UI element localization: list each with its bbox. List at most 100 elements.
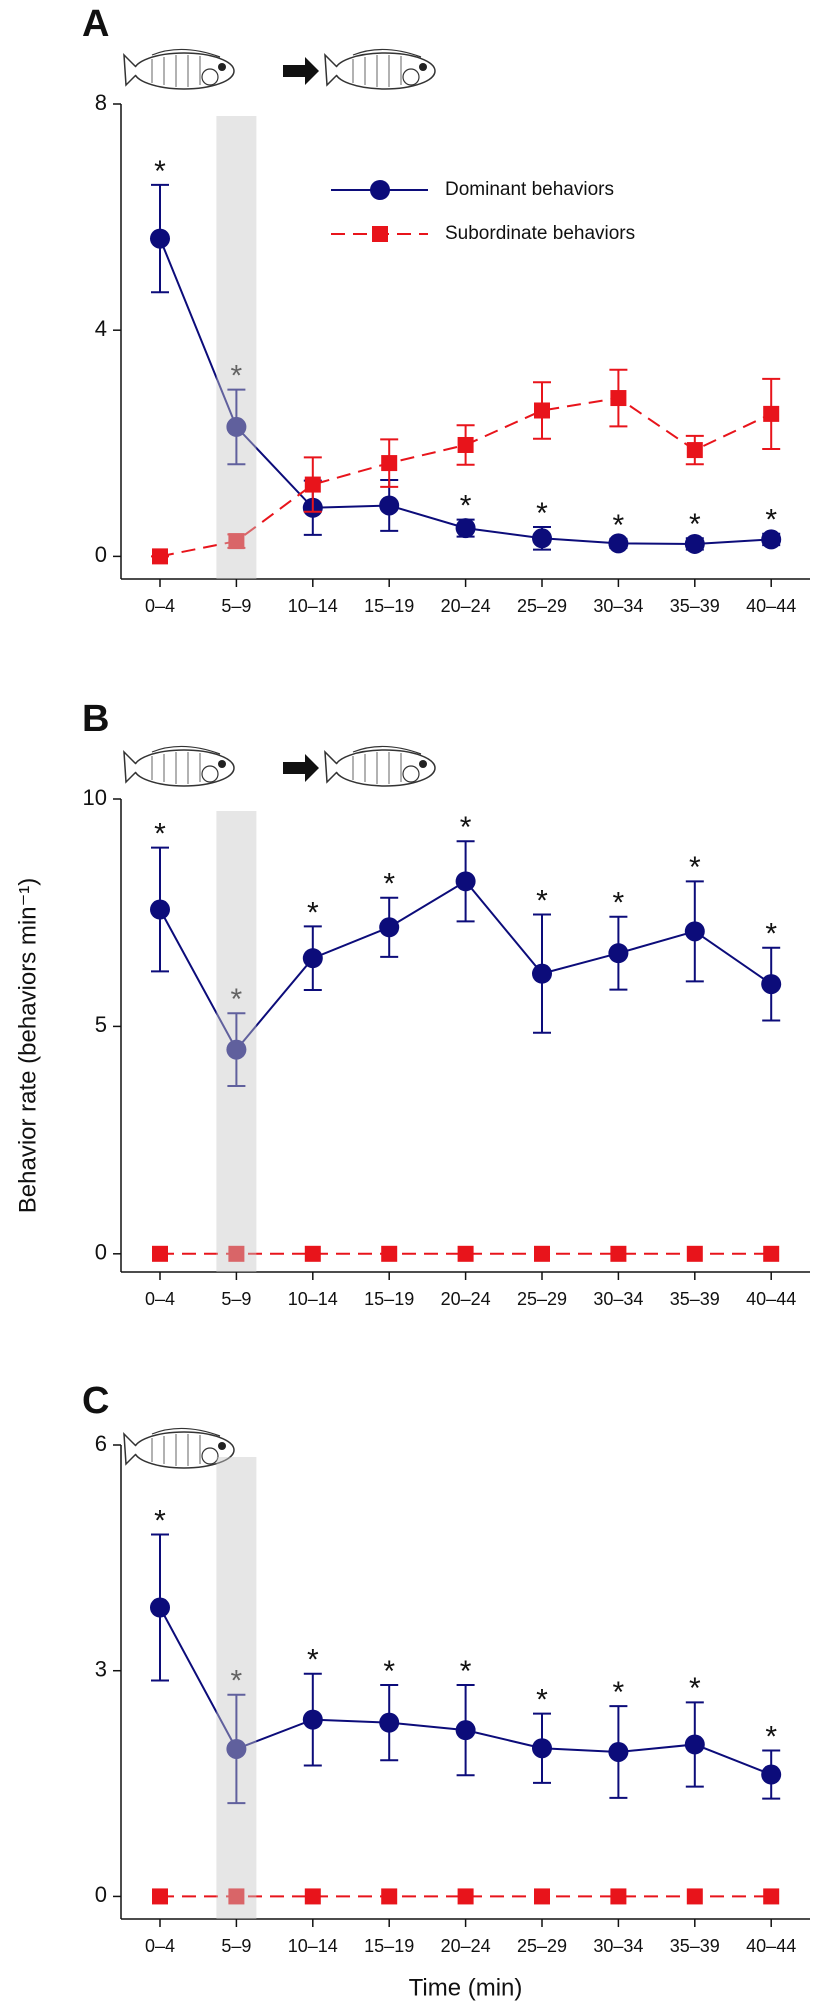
- significance: *: [307, 896, 319, 929]
- marker: [761, 974, 782, 995]
- marker: [379, 917, 400, 938]
- marker: [684, 533, 705, 554]
- marker: [302, 1709, 323, 1730]
- marker: [763, 405, 780, 422]
- shaded-interval: [216, 1457, 257, 1919]
- marker: [763, 1245, 780, 1262]
- marker: [532, 1738, 552, 1759]
- marker: [457, 1245, 474, 1262]
- marker: [610, 390, 627, 407]
- marker: [534, 1888, 550, 1905]
- x-tick-label: 35–39: [670, 1289, 720, 1309]
- significance: *: [154, 818, 166, 851]
- significance: *: [613, 509, 625, 542]
- x-tick-label: 10–14: [288, 1289, 338, 1309]
- shaded-interval: [216, 811, 257, 1272]
- marker: [381, 1245, 398, 1262]
- marker: [150, 899, 170, 920]
- marker: [684, 921, 705, 942]
- y-tick-label: 3: [95, 1657, 107, 1682]
- y-axis-label: Behavior rate (behaviors min⁻¹): [14, 878, 41, 1213]
- x-tick-label: 0–4: [145, 1289, 175, 1309]
- marker: [150, 1597, 170, 1618]
- significance: *: [460, 1655, 472, 1688]
- significance: *: [383, 868, 395, 901]
- x-tick-label: 5–9: [221, 1289, 251, 1309]
- y-tick-label: 0: [95, 1240, 107, 1265]
- significance: *: [689, 851, 701, 884]
- y-tick-label: 5: [95, 1012, 107, 1037]
- significance: *: [689, 1672, 701, 1705]
- marker: [228, 1245, 245, 1262]
- x-tick-label: 35–39: [670, 596, 720, 616]
- marker: [381, 455, 398, 472]
- x-tick-label: 20–24: [441, 1936, 491, 1956]
- significance: *: [613, 1676, 625, 1709]
- significance: *: [231, 1665, 243, 1698]
- marker: [302, 948, 323, 969]
- fish-icons-b: [123, 745, 436, 787]
- significance: *: [765, 1720, 777, 1753]
- x-tick-label: 35–39: [670, 1936, 720, 1956]
- y-tick-label: 6: [95, 1431, 107, 1456]
- marker: [228, 1888, 245, 1905]
- x-tick-label: 30–34: [593, 1289, 643, 1309]
- panel-label: B: [82, 698, 109, 740]
- marker: [532, 963, 552, 984]
- significance: *: [536, 1684, 548, 1717]
- marker: [455, 871, 476, 892]
- marker: [304, 476, 321, 493]
- marker: [226, 416, 247, 437]
- marker: [379, 1712, 400, 1733]
- marker: [608, 1741, 629, 1762]
- marker: [686, 1888, 703, 1905]
- marker: [379, 495, 400, 516]
- significance: *: [154, 155, 166, 188]
- marker: [610, 1245, 627, 1262]
- legend-marker: [372, 226, 388, 242]
- significance: *: [765, 918, 777, 951]
- marker: [534, 1245, 550, 1262]
- x-tick-label: 15–19: [364, 596, 414, 616]
- x-tick-label: 0–4: [145, 1936, 175, 1956]
- marker: [610, 1888, 627, 1905]
- marker: [152, 548, 168, 565]
- x-tick-label: 5–9: [221, 596, 251, 616]
- marker: [152, 1888, 168, 1905]
- legend-label: Dominant behaviors: [445, 179, 614, 200]
- marker: [381, 1888, 398, 1905]
- significance: *: [231, 359, 243, 392]
- marker: [532, 528, 552, 549]
- marker: [761, 529, 782, 550]
- x-tick-label: 40–44: [746, 1289, 796, 1309]
- significance: *: [307, 1644, 319, 1677]
- y-tick-label: 0: [95, 1882, 107, 1907]
- significance: *: [154, 1504, 166, 1537]
- x-tick-label: 10–14: [288, 596, 338, 616]
- x-tick-label: 20–24: [441, 596, 491, 616]
- x-tick-label: 20–24: [441, 1289, 491, 1309]
- x-tick-label: 25–29: [517, 1936, 567, 1956]
- x-axis-label: Time (min): [409, 1974, 523, 2001]
- significance: *: [689, 508, 701, 541]
- significance: *: [231, 983, 243, 1016]
- y-tick-label: 8: [95, 90, 107, 115]
- marker: [608, 943, 629, 964]
- y-tick-label: 4: [95, 316, 107, 341]
- marker: [304, 1245, 321, 1262]
- marker: [457, 436, 474, 453]
- significance: *: [536, 884, 548, 917]
- panel-label: A: [82, 3, 109, 45]
- marker: [457, 1888, 474, 1905]
- y-tick-label: 10: [83, 785, 107, 810]
- marker: [534, 402, 550, 419]
- significance: *: [383, 1655, 395, 1688]
- panel-label: C: [82, 1380, 109, 1422]
- x-tick-label: 25–29: [517, 596, 567, 616]
- fish-icons-a: [123, 48, 436, 90]
- x-tick-label: 5–9: [221, 1936, 251, 1956]
- marker: [152, 1245, 168, 1262]
- x-tick-label: 15–19: [364, 1289, 414, 1309]
- x-tick-label: 15–19: [364, 1936, 414, 1956]
